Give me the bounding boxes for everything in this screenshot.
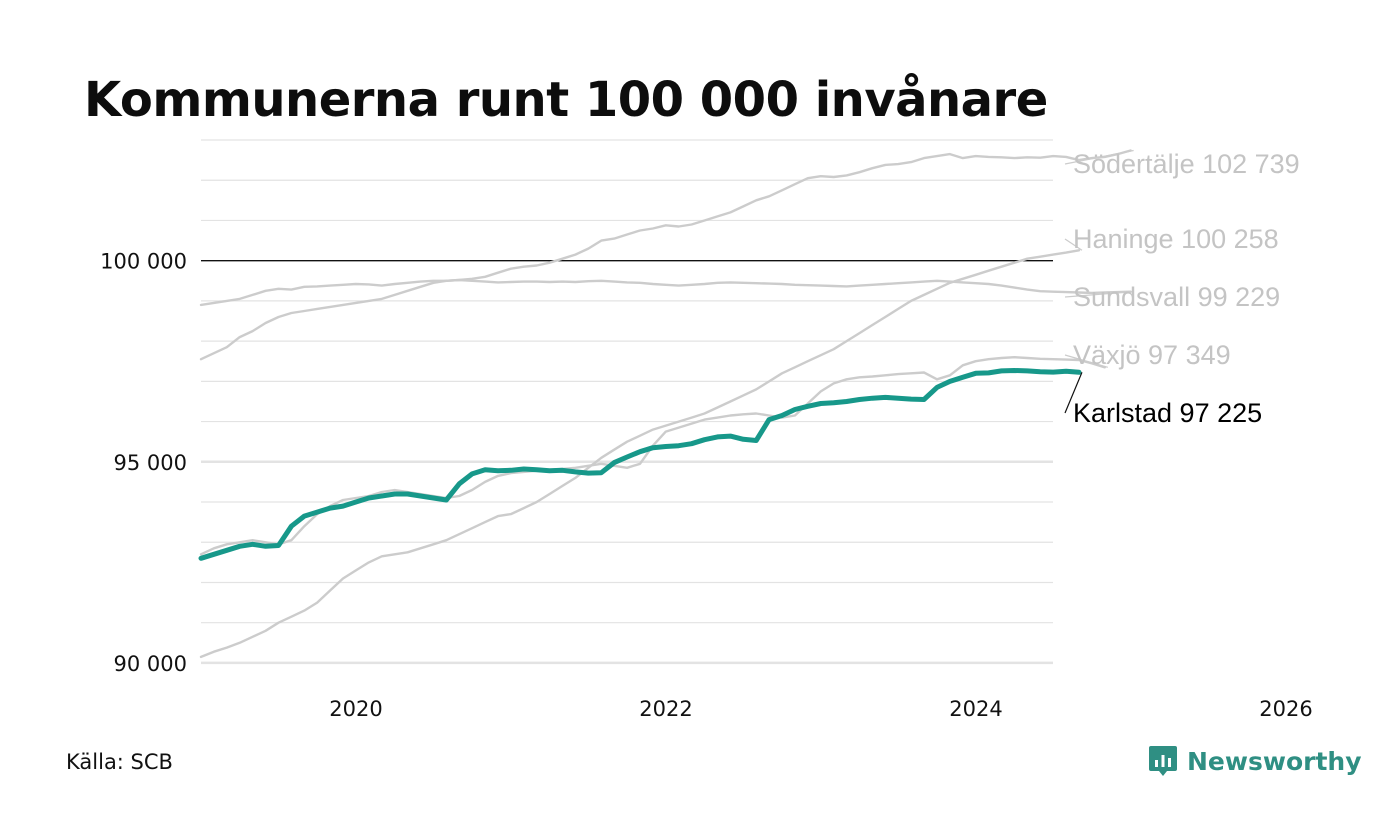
series-lines (198, 149, 1132, 659)
source-note: Källa: SCB (66, 750, 173, 774)
series-line-s-dert-lje (199, 149, 1132, 307)
series-line-sundsvall (199, 278, 1132, 361)
x-tick-label: 2026 (1259, 697, 1312, 721)
series-labels: Södertälje 102 739 Haninge 100 258 Sundsva… (1064, 149, 1300, 428)
x-tick-label: 2022 (639, 697, 692, 721)
y-tick-label: 95 000 (114, 451, 187, 475)
series-label-haninge: Haninge 100 258 (1073, 224, 1279, 254)
series-label-karlstad: Karlstad 97 225 (1073, 398, 1262, 428)
series-label-s-dert-lje: Södertälje 102 739 (1073, 149, 1300, 179)
label-connector-karlstad (1064, 372, 1083, 414)
brand-logo: Newsworthy (1148, 744, 1362, 778)
newsworthy-logo-icon (1149, 746, 1177, 776)
y-tick-label: 100 000 (100, 250, 187, 274)
series-label-v-xj-: Växjö 97 349 (1073, 340, 1231, 370)
x-tick-label: 2020 (329, 697, 382, 721)
series-line-karlstad (198, 368, 1082, 561)
x-tick-label: 2024 (949, 697, 1002, 721)
brand-name: Newsworthy (1187, 746, 1362, 776)
series-line-v-xj- (199, 356, 1106, 556)
y-axis-ticks: 90 000 95 000 100 000 (100, 250, 187, 676)
label-connector-haninge (1064, 238, 1083, 251)
y-tick-label: 90 000 (114, 652, 187, 676)
series-label-sundsvall: Sundsvall 99 229 (1073, 282, 1280, 312)
series-line-haninge (199, 249, 1081, 659)
label-connector-v-xj- (1064, 354, 1108, 368)
chart-title: Kommunerna runt 100 000 invånare (84, 72, 1048, 128)
x-axis-ticks: 2020 2022 2024 2026 (329, 697, 1312, 721)
label-connector-s-dert-lje (1064, 149, 1134, 165)
label-connector-sundsvall (1064, 291, 1134, 298)
